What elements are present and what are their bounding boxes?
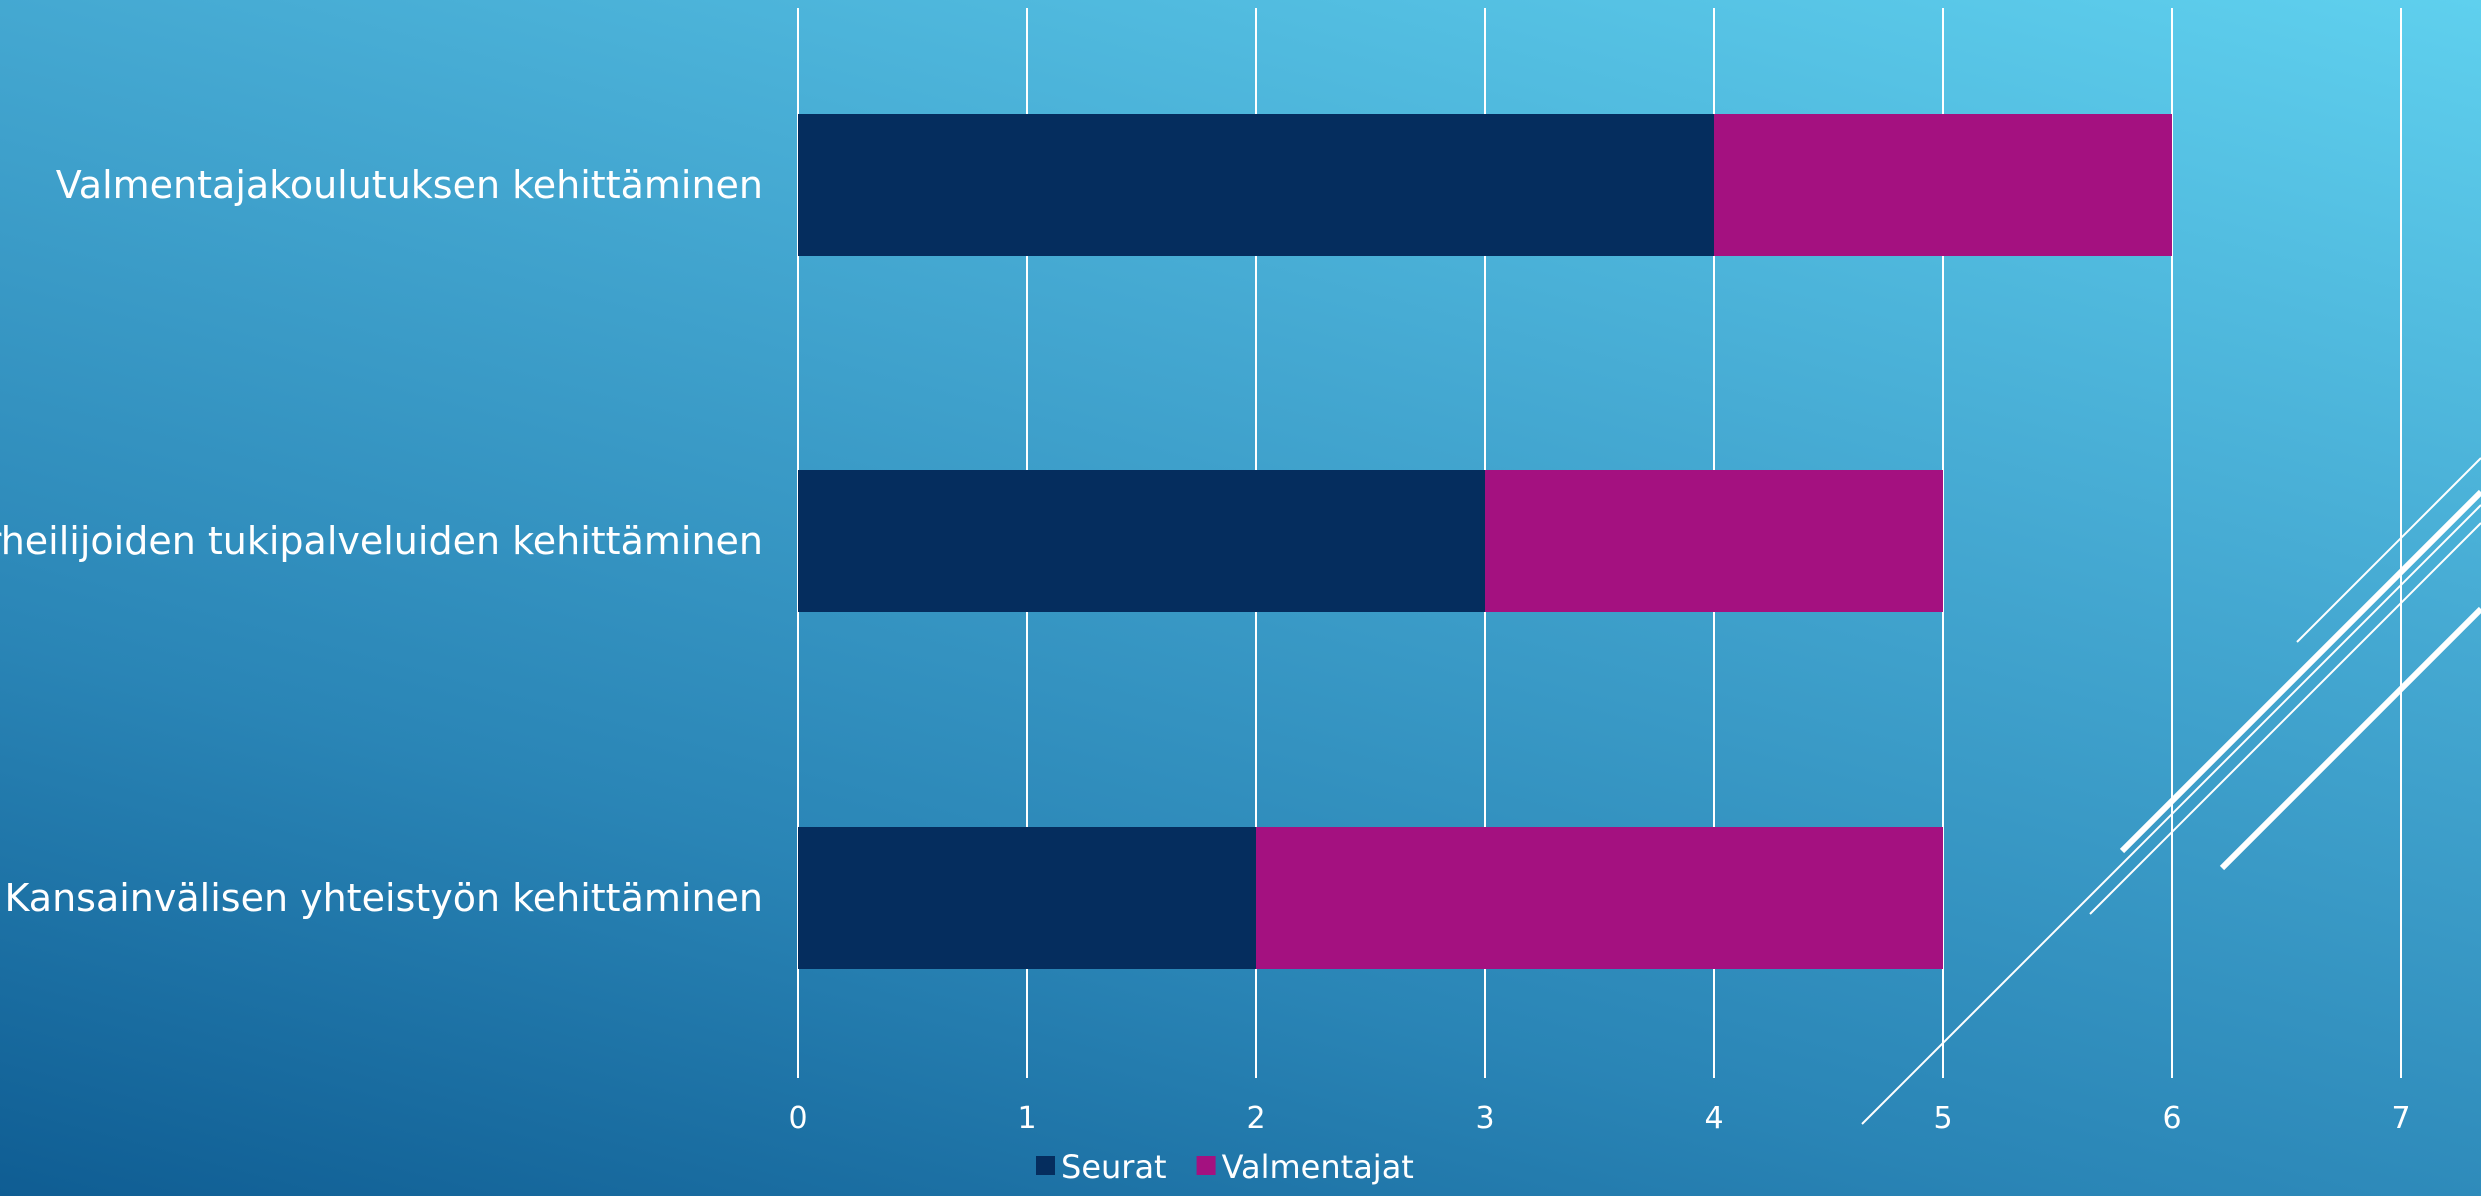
decorative-line-3 bbox=[2296, 457, 2481, 643]
legend-label-valmentajat: Valmentajat bbox=[1222, 1148, 1414, 1186]
x-tick-label: 5 bbox=[1933, 1101, 1952, 1136]
category-label: Urheilijoiden tukipalveluiden kehittämin… bbox=[0, 519, 763, 563]
bar-valmentajat bbox=[1714, 114, 2172, 256]
bar-valmentajat bbox=[1256, 827, 1943, 969]
decorative-line-2 bbox=[2089, 522, 2481, 915]
x-tick-label: 0 bbox=[788, 1101, 807, 1136]
x-tick-label: 3 bbox=[1475, 1101, 1494, 1136]
legend-swatch-valmentajat bbox=[1196, 1156, 1216, 1175]
x-tick-label: 6 bbox=[2162, 1101, 2181, 1136]
decorative-line-4 bbox=[2119, 489, 2481, 854]
x-tick-label: 1 bbox=[1017, 1101, 1036, 1136]
x-tick-label: 4 bbox=[1704, 1101, 1723, 1136]
legend-label-seurat: Seurat bbox=[1061, 1148, 1167, 1186]
bar-seurat bbox=[798, 470, 1485, 612]
legend-swatch-seurat bbox=[1036, 1156, 1055, 1175]
bars bbox=[798, 114, 2172, 969]
category-labels: Valmentajakoulutuksen kehittäminen Urheil… bbox=[0, 163, 763, 920]
category-label: Valmentajakoulutuksen kehittäminen bbox=[56, 163, 763, 207]
bar-valmentajat bbox=[1485, 470, 1943, 612]
x-axis-ticks: 0 1 2 3 4 5 6 7 bbox=[788, 1101, 2410, 1136]
x-tick-label: 2 bbox=[1246, 1101, 1265, 1136]
bar-seurat bbox=[798, 114, 1714, 256]
legend: Seurat Valmentajat bbox=[1036, 1148, 1414, 1186]
decorative-line-5 bbox=[2219, 606, 2481, 871]
category-label: Kansainvälisen yhteistyön kehittäminen bbox=[5, 876, 763, 920]
x-tick-label: 7 bbox=[2391, 1101, 2410, 1136]
bar-seurat bbox=[798, 827, 1256, 969]
